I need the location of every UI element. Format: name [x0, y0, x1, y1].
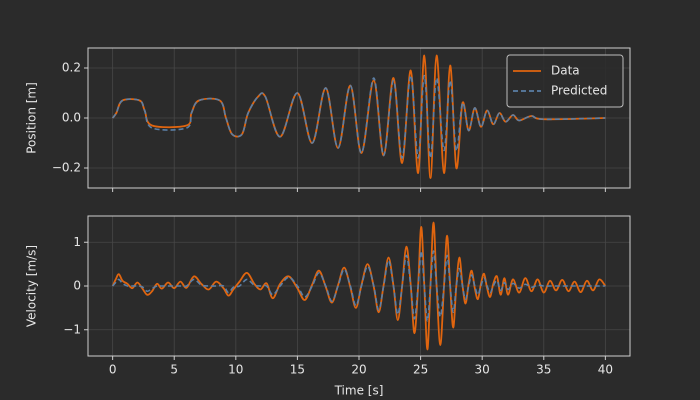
x-axis-label: Time [s] — [334, 384, 384, 398]
x-tick-label: 25 — [413, 363, 428, 377]
y-tick-label: 0 — [73, 279, 81, 293]
y-tick-label: −0.2 — [52, 161, 81, 175]
series-line — [111, 74, 606, 159]
x-tick-label: 5 — [170, 363, 178, 377]
y-tick-label: 1 — [73, 235, 81, 249]
legend-box — [506, 54, 624, 108]
y-tick-label: 0.2 — [62, 61, 81, 75]
y-tick-label: 0.0 — [62, 111, 81, 125]
x-tick-label: 0 — [109, 363, 117, 377]
series-line — [111, 221, 607, 351]
legend-label: Data — [551, 64, 580, 78]
x-tick-label: 30 — [475, 363, 490, 377]
x-tick-label: 20 — [351, 363, 366, 377]
y-axis-label: Position [m] — [25, 82, 39, 154]
axes-frame — [87, 47, 631, 189]
axes-frame — [87, 215, 631, 357]
y-axis-label: Velocity [m/s] — [25, 245, 39, 327]
legend-label: Predicted — [551, 84, 607, 98]
x-tick-label: 35 — [536, 363, 551, 377]
x-tick-label: 15 — [290, 363, 305, 377]
x-tick-label: 40 — [598, 363, 613, 377]
x-tick-label: 10 — [228, 363, 243, 377]
y-tick-label: −1 — [63, 322, 81, 336]
